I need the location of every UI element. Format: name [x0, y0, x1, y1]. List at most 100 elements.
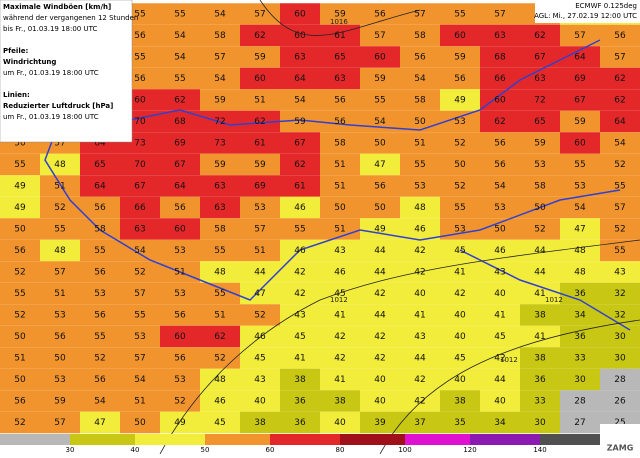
gust-cell — [280, 46, 320, 68]
gust-cell — [320, 153, 360, 176]
gust-cell — [40, 347, 80, 369]
gust-cell — [560, 110, 600, 133]
gust-cell — [520, 46, 560, 68]
gust-value: 43 — [614, 268, 625, 278]
gust-cell — [240, 282, 280, 305]
gust-cell — [200, 46, 240, 68]
gust-value: 36 — [574, 332, 586, 342]
gust-value: 50 — [14, 139, 26, 149]
model-text: ECMWF 0.125deg AGL: Mi., 27.02.19 12:00 U… — [534, 2, 637, 20]
gust-value: 72 — [214, 117, 225, 127]
gust-cell — [320, 218, 360, 240]
gust-value: 48 — [54, 246, 66, 256]
gust-value: 38 — [254, 418, 266, 428]
gust-value: 40 — [334, 418, 346, 428]
gust-value: 53 — [454, 225, 465, 235]
gust-value: 50 — [414, 117, 426, 127]
gust-cell — [400, 153, 440, 176]
gust-cell — [40, 218, 80, 240]
gust-value: 43 — [254, 375, 265, 385]
gust-value: 51 — [334, 160, 345, 170]
gust-cell — [480, 153, 520, 176]
gust-value: 70 — [134, 160, 146, 170]
gust-value: 52 — [54, 203, 65, 213]
gust-value: 70 — [134, 117, 146, 127]
gust-cell — [600, 239, 640, 262]
legend-swatch — [540, 434, 600, 445]
gust-cell — [280, 304, 320, 326]
gust-cell — [360, 239, 400, 262]
gust-cell — [80, 325, 120, 348]
gust-cell — [520, 261, 560, 283]
gust-value: 40 — [374, 397, 386, 407]
gust-cell — [440, 110, 480, 133]
gust-value: 52 — [254, 311, 265, 321]
gust-value: 56 — [374, 10, 386, 20]
legend-label: 50 — [201, 446, 210, 454]
gust-cell — [520, 411, 560, 434]
legend-label: 140 — [533, 446, 546, 454]
gust-cell — [360, 282, 400, 305]
gust-value: 48 — [54, 160, 66, 170]
gust-cell — [360, 304, 400, 326]
gust-value: 49 — [174, 418, 186, 428]
gust-value: 54 — [614, 139, 626, 149]
gust-cell — [360, 368, 400, 391]
gust-cell — [120, 175, 160, 197]
gust-cell — [400, 46, 440, 68]
isobar-label: 1012 — [500, 356, 518, 364]
gust-value: 53 — [494, 203, 505, 213]
gust-cell — [360, 390, 400, 412]
gust-value: 52 — [454, 182, 465, 192]
gust-value: 48 — [414, 203, 426, 213]
gust-value: 55 — [454, 10, 465, 20]
gust-value: 60 — [574, 139, 586, 149]
gust-value: 60 — [134, 96, 146, 106]
gust-cell — [200, 411, 240, 434]
gust-cell — [320, 239, 360, 262]
gust-cell — [160, 304, 200, 326]
gust-cell — [280, 3, 320, 25]
gust-cell — [240, 132, 280, 154]
gust-cell — [360, 196, 400, 219]
gust-value: 52 — [14, 268, 25, 278]
gust-value: 30 — [534, 418, 546, 428]
gust-cell — [600, 89, 640, 111]
gust-cell — [80, 304, 120, 326]
gust-cell — [440, 89, 480, 111]
gust-value: 60 — [294, 31, 306, 41]
gust-cell — [320, 67, 360, 90]
gust-value: 35 — [454, 418, 465, 428]
gust-value: 43 — [334, 246, 345, 256]
gust-cell — [320, 46, 360, 68]
gust-value: 56 — [494, 160, 506, 170]
gust-cell — [600, 67, 640, 90]
gust-cell — [560, 153, 600, 176]
gust-cell — [480, 110, 520, 133]
gust-value: 59 — [534, 139, 546, 149]
gust-value: 59 — [294, 117, 306, 127]
gust-cell — [600, 304, 640, 326]
gust-cell — [560, 132, 600, 154]
gust-value: 45 — [454, 354, 465, 364]
gust-value: 51 — [334, 182, 345, 192]
gust-cell — [320, 325, 360, 348]
gust-cell — [160, 132, 200, 154]
gust-value: 53 — [454, 117, 465, 127]
gust-cell — [120, 261, 160, 283]
gust-value: 57 — [374, 31, 385, 41]
gust-cell — [600, 46, 640, 68]
gust-value: 52 — [134, 268, 145, 278]
gust-value: 68 — [494, 53, 506, 63]
gust-cell — [200, 325, 240, 348]
info-line: um Fr., 01.03.19 18:00 UTC — [3, 113, 99, 121]
info-line: um Fr., 01.03.19 18:00 UTC — [3, 69, 99, 77]
gust-value: 54 — [134, 246, 146, 256]
gust-cell — [200, 153, 240, 176]
gust-value: 59 — [254, 53, 266, 63]
gust-value: 44 — [534, 246, 546, 256]
gust-value: 60 — [374, 53, 386, 63]
isobar-labels: 1016 1012 1012 1012 — [330, 18, 563, 364]
gust-value: 52 — [614, 225, 625, 235]
gust-value: 36 — [574, 289, 586, 299]
